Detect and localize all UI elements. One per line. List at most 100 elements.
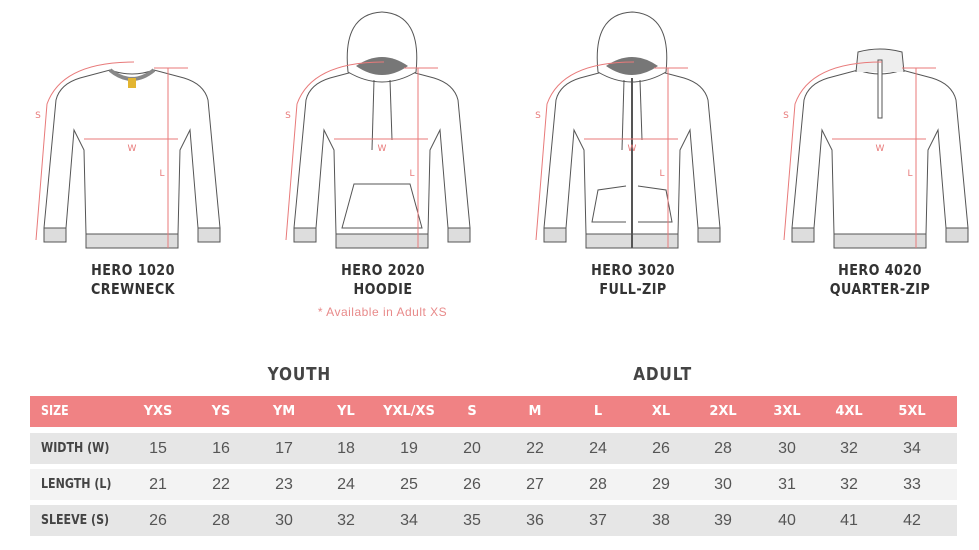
table-cell: 22 <box>212 476 230 493</box>
size-header-cell: YM <box>272 404 296 419</box>
hood-opening <box>606 57 658 75</box>
table-cell: 33 <box>903 476 921 493</box>
width-label: W <box>876 144 885 154</box>
pocket-left <box>591 185 627 223</box>
table-cell: 32 <box>840 476 858 493</box>
table-cell: 40 <box>778 512 796 529</box>
sleeve-label: S <box>535 111 541 121</box>
row-label: LENGTH (L) <box>41 477 112 492</box>
table-cell: 26 <box>652 440 670 457</box>
table-row: LENGTH (L) 21 22 23 24 25 26 27 28 29 30 31 32 33 <box>30 469 957 500</box>
length-label: L <box>907 169 912 179</box>
table-cell: 28 <box>212 512 230 529</box>
table-cell: 31 <box>778 476 796 493</box>
zipper <box>877 59 883 119</box>
garment-title-fullzip: HERO 3020 FULL-ZIP <box>591 261 675 298</box>
table-cell: 42 <box>903 512 921 529</box>
size-header-cell: 4XL <box>835 404 863 419</box>
drawstring <box>389 79 393 141</box>
garment-body <box>791 69 969 235</box>
sleeve-label: S <box>35 111 41 121</box>
garment-hoodie: S W L <box>285 11 471 249</box>
size-header-cell: YXS <box>143 404 173 419</box>
brand-label-icon <box>128 78 136 88</box>
drawstring <box>371 79 375 151</box>
length-label: L <box>659 169 664 179</box>
table-cell: 24 <box>337 476 355 493</box>
size-header-cell: YL <box>337 404 355 419</box>
table-cell: 28 <box>589 476 607 493</box>
table-cell: 37 <box>589 512 607 529</box>
garment-illustrations: S W L S W L S W L S W L <box>35 11 969 249</box>
table-cell: 41 <box>840 512 858 529</box>
table-cell: 23 <box>275 476 293 493</box>
garment-title-quarterzip: HERO 4020 QUARTER-ZIP <box>829 261 931 298</box>
table-cell: 22 <box>526 440 544 457</box>
sleeve-measure-line <box>35 61 135 241</box>
sleeve-measure-line <box>535 61 635 241</box>
size-header-cell: 5XL <box>898 404 926 419</box>
sleeve-label: S <box>285 111 291 121</box>
cuff <box>697 227 721 243</box>
table-cell: 18 <box>337 440 355 457</box>
table-cell: 29 <box>652 476 670 493</box>
hood-opening <box>356 57 408 75</box>
size-header-cell: S <box>467 404 477 419</box>
width-label: W <box>628 144 637 154</box>
table-cell: 21 <box>149 476 167 493</box>
table-cell: 34 <box>903 440 921 457</box>
hem-rib <box>833 233 927 249</box>
drawstring <box>621 79 625 151</box>
size-header-cell: 3XL <box>773 404 801 419</box>
garment-crewneck: S W L <box>35 61 221 249</box>
garment-fullzip: S W L <box>535 11 721 249</box>
cuff <box>791 227 815 243</box>
cuff <box>197 227 221 243</box>
size-header-cell: L <box>593 404 603 419</box>
garment-title-crewneck: HERO 1020 CREWNECK <box>91 261 175 298</box>
table-row: WIDTH (W) 15 16 17 18 19 20 22 24 26 28 30 32 34 <box>30 433 957 464</box>
table-cell: 15 <box>149 440 167 457</box>
sleeve-measure-line <box>285 61 385 241</box>
table-cell: 38 <box>652 512 670 529</box>
cuff <box>447 227 471 243</box>
table-header-row: SIZE YXS YS YM YL YXL/XS S M L XL 2XL 3XL 4XL 5XL <box>30 396 957 427</box>
width-label: W <box>128 144 137 154</box>
table-cell: 35 <box>463 512 481 529</box>
table-cell: 34 <box>400 512 418 529</box>
table-cell: 26 <box>149 512 167 529</box>
size-header-label: SIZE <box>41 404 69 419</box>
sleeve-label: S <box>783 111 789 121</box>
hem-rib <box>335 233 429 249</box>
sleeve-measure-line <box>783 61 883 241</box>
table-row: SLEEVE (S) 26 28 30 32 34 35 36 37 38 39 40 41 42 <box>30 505 957 536</box>
garment-body <box>43 69 221 235</box>
availability-note: * Available in Adult XS <box>317 305 448 319</box>
adult-heading: ADULT <box>633 364 693 385</box>
kangaroo-pocket <box>341 183 423 229</box>
size-header-cell: YXL/XS <box>383 404 435 419</box>
width-label: W <box>378 144 387 154</box>
garment-quarterzip: S W L <box>783 48 969 249</box>
size-header-cell: YS <box>211 404 231 419</box>
length-label: L <box>159 169 164 179</box>
table-cell: 28 <box>714 440 732 457</box>
cuff <box>543 227 567 243</box>
row-label: SLEEVE (S) <box>41 513 110 528</box>
table-cell: 24 <box>589 440 607 457</box>
cuff <box>43 227 67 243</box>
drawstring <box>639 79 643 141</box>
table-cell: 25 <box>400 476 418 493</box>
garment-title-hoodie: HERO 2020 HOODIE <box>341 261 425 298</box>
table-cell: 30 <box>275 512 293 529</box>
table-cell: 19 <box>400 440 418 457</box>
youth-heading: YOUTH <box>267 364 332 385</box>
length-label: L <box>409 169 414 179</box>
table-cell: 30 <box>778 440 796 457</box>
hem-rib <box>85 233 179 249</box>
table-cell: 36 <box>526 512 544 529</box>
size-header-cell: 2XL <box>709 404 737 419</box>
table-cell: 39 <box>714 512 732 529</box>
table-cell: 20 <box>463 440 481 457</box>
table-cell: 26 <box>463 476 481 493</box>
